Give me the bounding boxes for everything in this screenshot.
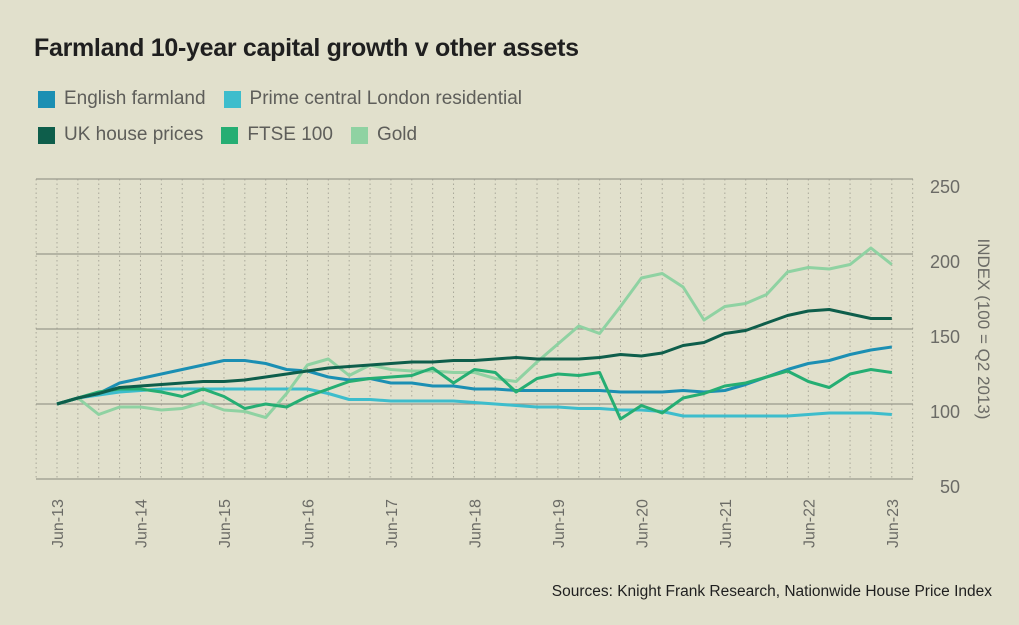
x-tick-label: Jun-21 [718, 499, 735, 548]
x-tick-label: Jun-20 [634, 499, 651, 548]
x-tick-label: Jun-23 [885, 499, 902, 548]
legend-item: Gold [350, 124, 418, 146]
x-tick-label: Jun-22 [801, 499, 818, 548]
legend-label: Gold [376, 124, 418, 145]
y-tick-label: 150 [930, 327, 960, 347]
legend-label: Prime central London residential [249, 88, 523, 109]
series-line-prime-central-london-residential [56, 387, 892, 418]
series-line-uk-house-prices [56, 308, 892, 406]
legend-swatch [223, 90, 241, 108]
series-line-ftse-100 [56, 366, 893, 421]
y-tick-label: 250 [930, 177, 960, 197]
legend-item: Prime central London residential [223, 88, 523, 110]
legend-item: English farmland [38, 88, 206, 110]
legend-label: English farmland [64, 88, 206, 109]
y-axis-title: INDEX (100 = Q2 2013) [974, 239, 993, 420]
x-tick-label: Jun-18 [467, 499, 484, 548]
legend-row-2: UK house prices FTSE 100 Gold [38, 124, 417, 146]
y-tick-label: 50 [940, 477, 960, 497]
legend-label: UK house prices [64, 124, 204, 145]
x-tick-label: Jun-15 [217, 499, 234, 548]
legend-row-1: English farmland Prime central London re… [38, 88, 522, 110]
series-line-gold [56, 246, 893, 419]
x-tick-label: Jun-14 [133, 499, 150, 548]
source-note: Sources: Knight Frank Research, Nationwi… [551, 583, 992, 600]
legend-swatch [221, 126, 239, 144]
y-tick-label: 100 [930, 402, 960, 422]
legend-swatch [350, 126, 368, 144]
legend-swatch [38, 126, 55, 144]
y-tick-label: 200 [930, 252, 960, 272]
legend-label: FTSE 100 [247, 124, 333, 145]
x-tick-label: Jun-17 [384, 499, 401, 548]
legend-item: FTSE 100 [221, 124, 333, 146]
legend-swatch [38, 90, 55, 108]
x-tick-label: Jun-16 [300, 499, 317, 548]
x-tick-label: Jun-13 [50, 499, 67, 548]
chart-title: Farmland 10-year capital growth v other … [34, 34, 579, 62]
x-tick-label: Jun-19 [551, 499, 568, 548]
legend-item: UK house prices [38, 124, 203, 146]
